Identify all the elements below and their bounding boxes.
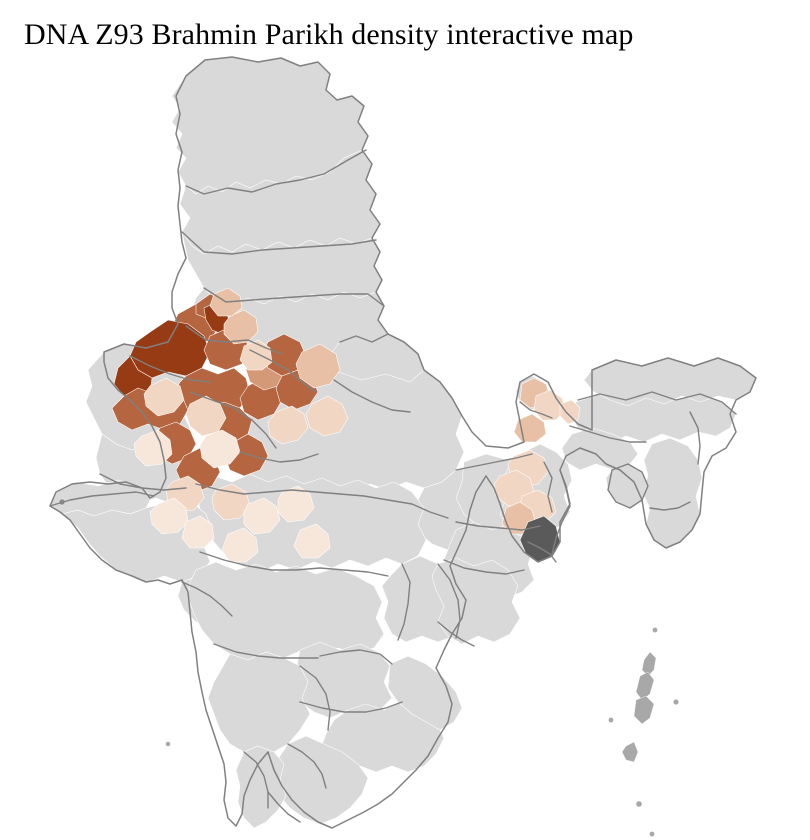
border-haryana-rajasthan	[190, 392, 276, 448]
district-karnataka[interactable]	[208, 652, 310, 752]
border-manipur-mizoram	[650, 502, 690, 510]
region-mp-west-faint-b[interactable]	[244, 498, 280, 534]
border-karnataka-tamilnadu	[288, 744, 326, 788]
border-assam-nagaland	[690, 412, 700, 464]
border-jharkhand-odisha	[444, 560, 524, 574]
border-national-outline	[50, 57, 756, 828]
border-mp-chhattisgarh	[398, 564, 410, 640]
border-gujarat-kutch	[50, 492, 154, 506]
border-chhattisgarh-odisha	[438, 564, 460, 638]
region-assam-west-faint[interactable]	[560, 400, 580, 424]
region-rajasthan-light-d[interactable]	[134, 430, 172, 466]
border-bihar-jharkhand	[456, 522, 540, 530]
border-punjab-haryana	[186, 326, 282, 354]
andaman-nicobar-islands[interactable]	[608, 627, 678, 836]
border-maharashtra-telangana	[320, 650, 392, 664]
district-ap-coastal[interactable]	[388, 656, 462, 730]
border-gujarat-maharashtra	[182, 582, 232, 616]
border-assam-arunachal	[578, 392, 736, 414]
border-up-mp	[340, 494, 448, 518]
district-arunachal[interactable]	[584, 358, 756, 406]
border-hp-punjab	[204, 288, 384, 306]
border-assam-meghalaya	[570, 426, 646, 442]
border-rajasthan-mp	[196, 484, 340, 494]
border-mp-maharashtra	[200, 552, 388, 576]
border-telangana-ap	[300, 702, 402, 712]
border-rajasthan-gujarat	[100, 474, 186, 490]
border-tripura-outline	[608, 464, 648, 508]
state-border-layer	[50, 57, 756, 828]
border-wb-bangladesh	[552, 470, 570, 554]
region-mp-west-faint-d[interactable]	[222, 528, 258, 562]
border-karnataka-kerala	[244, 752, 268, 808]
india-choropleth-map[interactable]	[0, 52, 810, 840]
region-gujarat-ne-faint-b[interactable]	[150, 498, 188, 534]
island-middle-andaman[interactable]	[636, 672, 654, 700]
region-rajasthan-light-a[interactable]	[144, 378, 184, 416]
border-odisha-ap	[438, 622, 474, 646]
region-up-light-c[interactable]	[268, 406, 308, 444]
region-mp-west-faint-c[interactable]	[278, 486, 314, 522]
island-south-andaman[interactable]	[634, 696, 654, 724]
region-up-light-a[interactable]	[296, 344, 340, 388]
island-dot-east[interactable]	[673, 699, 679, 705]
border-rajasthan-up	[240, 452, 318, 462]
border-haryana-up	[250, 350, 316, 392]
region-rajasthan-light-c[interactable]	[200, 430, 240, 468]
island-dot-nicobar-south[interactable]	[649, 831, 654, 836]
island-lakshadweep[interactable]	[166, 742, 171, 747]
border-kerala-tamilnadu	[268, 792, 300, 822]
region-himachal-light-a[interactable]	[224, 310, 258, 344]
page-title: DNA Z93 Brahmin Parikh density interacti…	[24, 18, 634, 51]
border-jharkhand-wb	[528, 542, 556, 562]
region-gujarat-ne-faint-c[interactable]	[182, 516, 214, 548]
region-up-light-b[interactable]	[306, 396, 348, 436]
island-dot-west[interactable]	[608, 717, 613, 722]
border-maharashtra-karnataka	[214, 644, 318, 658]
border-ladakh-jk	[186, 150, 366, 194]
border-hp-uttarakhand	[340, 334, 404, 342]
island-dot-north[interactable]	[652, 627, 657, 632]
island-north-andaman[interactable]	[642, 652, 656, 676]
district-odisha[interactable]	[432, 558, 520, 644]
border-up-bihar	[456, 454, 532, 470]
island-dot-nicobar-north[interactable]	[636, 801, 642, 807]
border-jk-hp	[182, 232, 376, 254]
border-punjab-rajasthan	[130, 356, 210, 382]
border-karnataka-ap	[300, 666, 330, 730]
choropleth-highlight-layer[interactable]	[112, 288, 580, 562]
border-bihar-wb	[544, 462, 552, 512]
border-uttarakhand-up	[334, 380, 410, 412]
map-viewport[interactable]	[0, 52, 810, 840]
border-wb-sikkim	[520, 402, 552, 418]
region-mp-central-faint[interactable]	[294, 524, 330, 558]
island-little-andaman[interactable]	[622, 742, 638, 762]
